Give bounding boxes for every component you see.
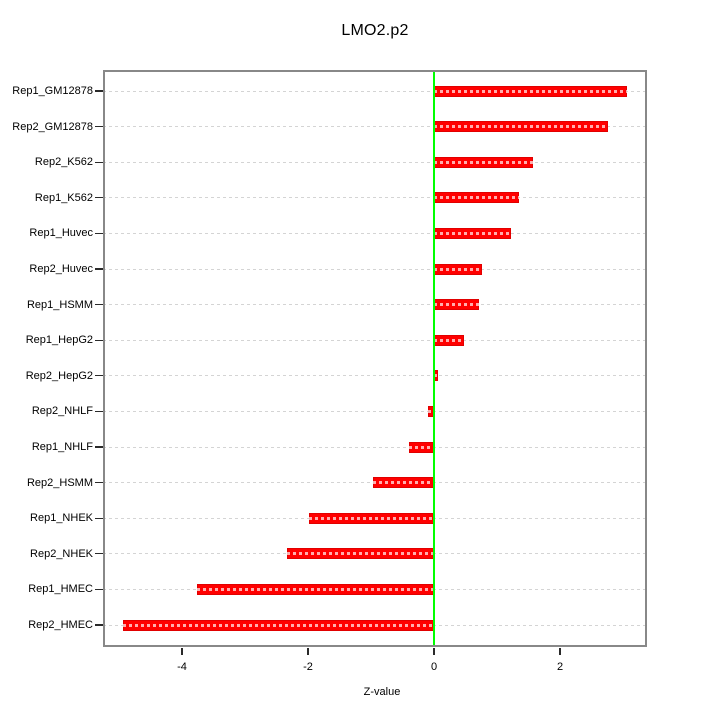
y-axis-label: Rep1_HepG2 [25, 334, 93, 347]
bar [434, 370, 438, 382]
y-tick-mark [95, 268, 103, 270]
grid-line [103, 197, 647, 199]
y-axis-label: Rep1_NHEK [30, 512, 93, 525]
y-axis-label: Rep2_NHLF [31, 405, 93, 418]
y-tick-mark [95, 410, 103, 413]
chart-title: LMO2.p2 [341, 22, 409, 39]
y-axis-label: Rep2_HepG2 [25, 369, 93, 382]
bar-dash-pattern [434, 231, 511, 235]
x-tick-mark [559, 648, 561, 655]
x-tick-label: 0 [430, 661, 438, 673]
bar [197, 583, 434, 595]
bar [434, 227, 511, 239]
grid-line [103, 90, 647, 92]
y-axis-label: Rep1_HSMM [26, 298, 93, 311]
x-tick-label: -4 [177, 661, 187, 673]
y-axis-label: Rep1_K562 [34, 191, 93, 204]
y-tick-mark [95, 375, 103, 377]
x-axis-title: Z-value [363, 686, 401, 698]
bar-dash-pattern [427, 409, 434, 413]
bar-dash-pattern [197, 587, 434, 591]
grid-line [103, 304, 647, 306]
bar-dash-pattern [434, 303, 480, 307]
bar [434, 299, 480, 311]
x-tick-label: -2 [303, 661, 313, 673]
bar [434, 156, 533, 168]
bar [408, 441, 434, 453]
y-tick-mark [95, 125, 103, 128]
plot-area [103, 70, 647, 647]
grid-line [103, 410, 647, 412]
x-tick-label: 2 [556, 661, 564, 673]
y-tick-mark [95, 197, 103, 199]
y-axis-label: Rep1_HMEC [28, 583, 93, 596]
x-tick-mark [433, 648, 435, 655]
bar-dash-pattern [408, 445, 434, 449]
bar-dash-pattern [434, 374, 438, 378]
grid-line [103, 268, 647, 270]
y-tick-mark [95, 339, 103, 341]
bar-dash-pattern [434, 338, 464, 342]
y-tick-mark [95, 517, 103, 519]
y-tick-mark [95, 446, 103, 448]
y-tick-mark [95, 624, 103, 626]
bar-dash-pattern [434, 125, 608, 129]
y-axis-label: Rep1_Huvec [29, 227, 93, 240]
grid-line [103, 375, 647, 377]
grid-line [103, 126, 647, 128]
bar [434, 85, 628, 97]
bar-dash-pattern [287, 552, 434, 556]
zero-line [433, 70, 435, 647]
y-tick-mark [95, 90, 103, 92]
y-axis-label: Rep2_HSMM [26, 476, 93, 489]
y-tick-mark [95, 481, 103, 484]
y-axis-label: Rep1_NHLF [31, 441, 93, 453]
grid-line [103, 232, 647, 234]
y-axis-label: Rep2_HMEC [28, 619, 93, 631]
plot-frame [103, 70, 647, 647]
y-axis-label: Rep1_GM12878 [12, 85, 93, 97]
x-tick-mark [307, 648, 309, 655]
bar [434, 192, 520, 204]
grid-line [103, 446, 647, 448]
bar-dash-pattern [434, 89, 628, 93]
grid-line [103, 339, 647, 341]
y-tick-mark [95, 553, 103, 555]
y-tick-mark [95, 588, 103, 591]
bar [434, 263, 482, 275]
y-axis-label: Rep2_K562 [34, 156, 93, 169]
bar [427, 405, 434, 417]
grid-line [103, 161, 647, 163]
bar-dash-pattern [434, 196, 520, 200]
bar [287, 548, 434, 560]
bar [309, 512, 434, 524]
bar [434, 334, 464, 346]
bar-dash-pattern [372, 481, 434, 485]
y-axis-label: Rep2_GM12878 [12, 120, 93, 133]
bar [372, 477, 434, 489]
y-axis-label: Rep2_Huvec [29, 263, 93, 275]
bar-dash-pattern [309, 516, 434, 520]
y-axis-label: Rep2_NHEK [30, 547, 93, 560]
bar-dash-pattern [434, 160, 533, 164]
bar-dash-pattern [434, 267, 482, 271]
x-tick-mark [181, 648, 183, 655]
bar [122, 619, 434, 631]
y-tick-mark [95, 232, 103, 235]
y-tick-mark [95, 303, 103, 306]
y-tick-mark [95, 161, 103, 163]
bar [434, 121, 608, 133]
bar-dash-pattern [122, 623, 434, 627]
